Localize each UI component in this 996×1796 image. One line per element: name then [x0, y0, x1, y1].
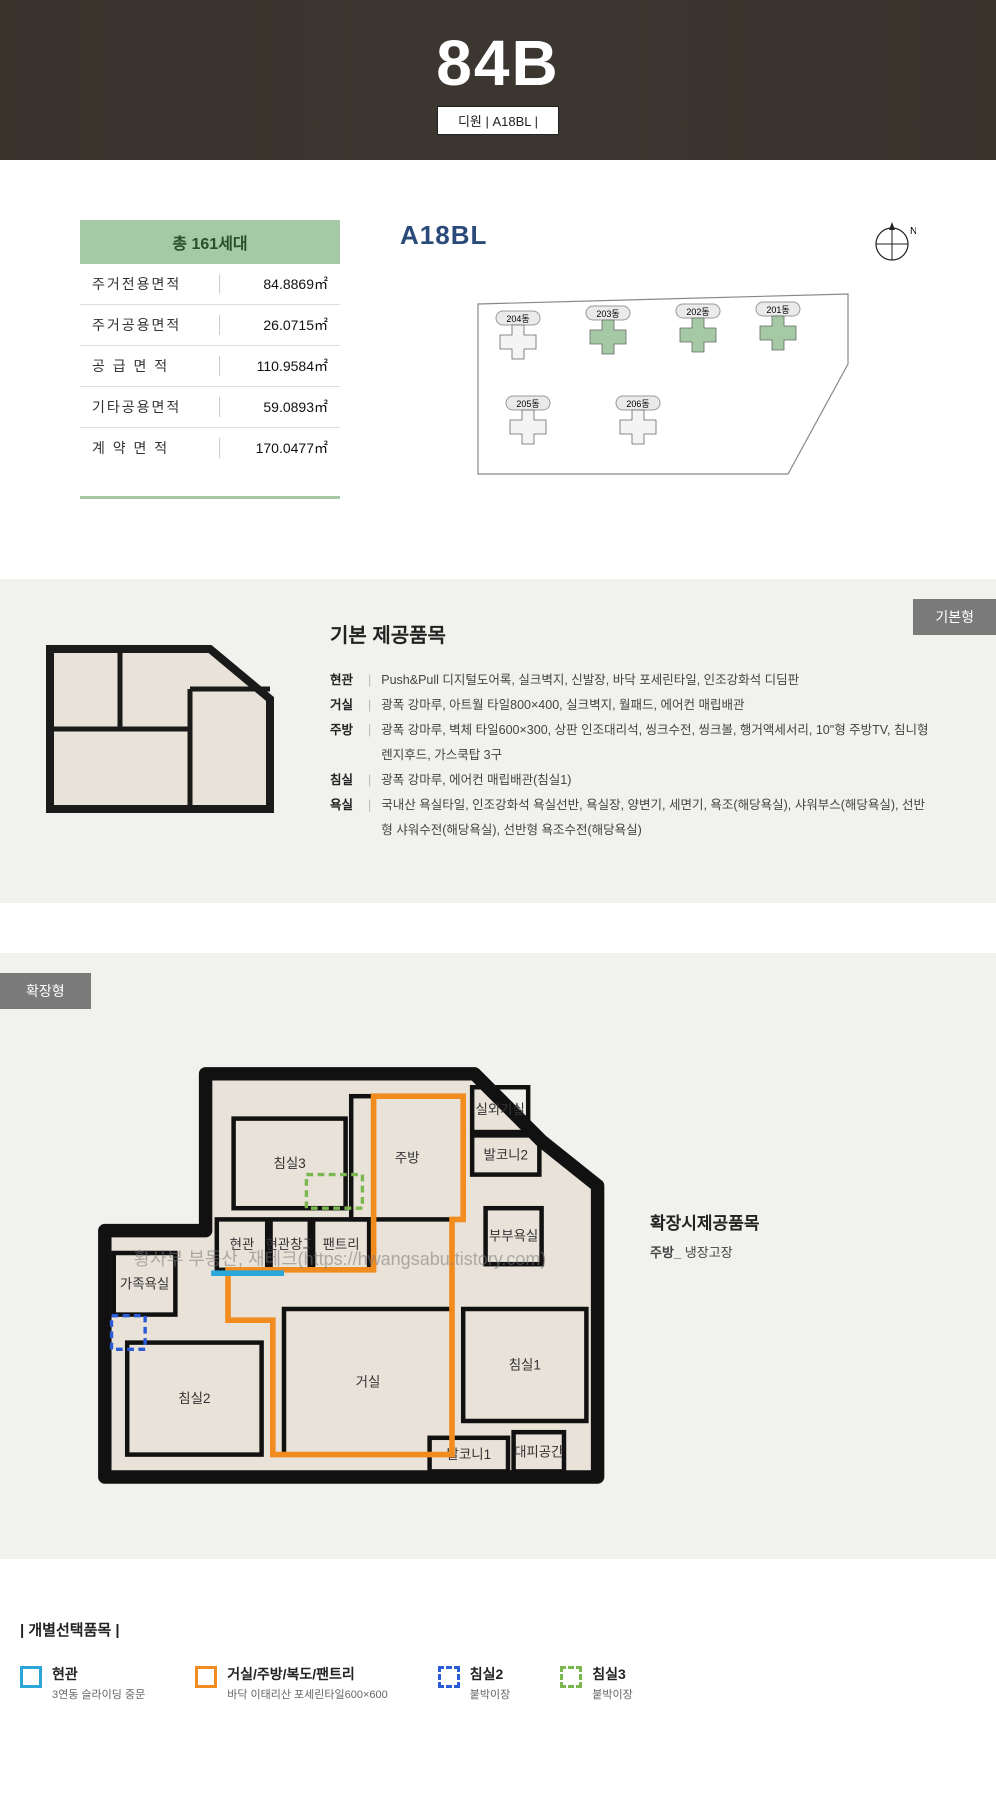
legend-item: 거실/주방/복도/팬트리바닥 이태리산 포세린타일600×600 [195, 1664, 388, 1702]
basic-spec-line: 거실|광폭 강마루, 아트월 타일800×400, 실크벽지, 월패드, 에어컨… [330, 693, 936, 718]
spec-section: 총 161세대 주거전용면적 84.8869㎡ 주거공용면적 26.0715㎡ 공 급 … [0, 160, 996, 539]
basic-heading: 기본 제공품목 [330, 619, 936, 648]
extended-section: 확장형 침실3 주방 실외기실발코니2 현관 현관창고 팬트리 부부욕실가족욕실침실2 거실 침… [0, 953, 996, 1559]
legend-item-title: 거실/주방/복도/팬트리 [227, 1664, 388, 1684]
siteplan-drawing: 204동 203동 202동 201동 205동 206동 [400, 274, 916, 494]
spec-table: 총 161세대 주거전용면적 84.8869㎡ 주거공용면적 26.0715㎡ 공 급 … [80, 220, 340, 499]
extended-tag: 확장형 [0, 973, 91, 1009]
basic-section: 기본형 기본 제공품목 현관|Push&Pull 디지털도어록, 실크벽지, 신… [0, 579, 996, 903]
svg-text:205동: 205동 [516, 399, 539, 409]
legend-item-sub: 붙박이장 [592, 1686, 632, 1702]
legend-swatch [20, 1666, 42, 1688]
basic-tag: 기본형 [913, 599, 996, 635]
spec-value: 110.9584㎡ [228, 356, 328, 376]
spec-key: 계 약 면 적 [92, 438, 211, 458]
basic-spec-line: 침실|광폭 강마루, 에어컨 매립배관(침실1) [330, 768, 936, 793]
legend-item-sub: 붙박이장 [470, 1686, 510, 1702]
legend-swatch [195, 1666, 217, 1688]
room-label: 거실 [356, 1374, 381, 1389]
extended-note-value: 냉장고장 [681, 1245, 732, 1260]
room-label: 부부욕실 [489, 1229, 538, 1244]
room-label: 현관 [230, 1237, 255, 1252]
room-label: 침실2 [178, 1391, 210, 1406]
svg-text:201동: 201동 [766, 305, 789, 315]
legend-item-sub: 3연동 슬라이딩 중문 [52, 1686, 145, 1702]
extended-note-key: 주방_ [650, 1245, 681, 1260]
extended-note: 확장시제공품목 주방_ 냉장고장 [650, 1209, 759, 1261]
legend-item: 침실3 붙박이장 [560, 1664, 632, 1702]
building-marker: 205동 [506, 396, 550, 444]
basic-spec-line: 주방|광폭 강마루, 벽체 타일600×300, 상판 인조대리석, 씽크수전,… [330, 718, 936, 768]
room-label: 현관창고 [265, 1237, 314, 1252]
room-label: 침실1 [509, 1357, 541, 1372]
svg-text:N: N [910, 226, 916, 237]
legend-item: 현관 3연동 슬라이딩 중문 [20, 1664, 145, 1702]
compass-icon: N [872, 220, 916, 264]
spec-table-header: 총 161세대 [80, 220, 340, 264]
building-marker: 204동 [496, 311, 540, 359]
building-marker: 206동 [616, 396, 660, 444]
room-label: 실외기실 [475, 1102, 524, 1117]
spec-value: 170.0477㎡ [228, 438, 328, 458]
spec-row: 주거공용면적 26.0715㎡ [80, 305, 340, 346]
spec-key: 기타공용면적 [92, 397, 211, 417]
svg-text:204동: 204동 [506, 314, 529, 324]
room-label: 주방 [395, 1150, 420, 1165]
legend-swatch [560, 1666, 582, 1688]
svg-text:206동: 206동 [626, 399, 649, 409]
extended-floorplan: 침실3주방실외기실발코니2현관현관창고팬트리부부욕실가족욕실침실2거실침실1발코… [60, 1029, 620, 1499]
legend-item-title: 침실2 [470, 1664, 510, 1684]
basic-spec-line: 현관|Push&Pull 디지털도어록, 실크벽지, 신발장, 바닥 포세린타일… [330, 668, 936, 693]
spec-key: 주거공용면적 [92, 315, 211, 335]
svg-text:202동: 202동 [686, 307, 709, 317]
hero-subtitle: 디원 | A18BL | [437, 106, 559, 135]
legend-item-sub: 바닥 이태리산 포세린타일600×600 [227, 1686, 388, 1702]
legend-item-title: 침실3 [592, 1664, 632, 1684]
spec-row: 주거전용면적 84.8869㎡ [80, 264, 340, 305]
basic-spec-line: 욕실|국내산 욕실타일, 인조강화석 욕실선반, 욕실장, 양변기, 세면기, … [330, 793, 936, 843]
legend-item-title: 현관 [52, 1664, 145, 1684]
siteplan: A18BL N 204동 203동 202동 201동 205동 206동 [400, 220, 916, 499]
room-label: 대피공간 [514, 1444, 563, 1459]
spec-row: 공 급 면 적 110.9584㎡ [80, 346, 340, 387]
extended-note-title: 확장시제공품목 [650, 1209, 759, 1234]
hero-title: 84B [436, 26, 559, 100]
room-label: 팬트리 [323, 1237, 360, 1252]
spec-value: 26.0715㎡ [228, 315, 328, 335]
spec-row: 계 약 면 적 170.0477㎡ [80, 428, 340, 468]
spec-value: 84.8869㎡ [228, 274, 328, 294]
spec-key: 주거전용면적 [92, 274, 211, 294]
room-label: 가족욕실 [120, 1276, 169, 1291]
legend-section: | 개별선택품목 | 현관 3연동 슬라이딩 중문 거실/주방/복도/팬트리바닥 이… [0, 1559, 996, 1742]
room-label: 발코니2 [483, 1147, 528, 1162]
building-marker: 203동 [586, 306, 630, 354]
building-marker: 202동 [676, 304, 720, 352]
spec-value: 59.0893㎡ [228, 397, 328, 417]
legend-swatch [438, 1666, 460, 1688]
hero-banner: 84B 디원 | A18BL | [0, 0, 996, 160]
building-marker: 201동 [756, 302, 800, 350]
legend-item: 침실2 붙박이장 [438, 1664, 510, 1702]
siteplan-title: A18BL [400, 220, 487, 251]
spec-row: 기타공용면적 59.0893㎡ [80, 387, 340, 428]
svg-text:203동: 203동 [596, 309, 619, 319]
basic-mini-floorplan [20, 619, 300, 839]
legend-title: | 개별선택품목 | [20, 1619, 976, 1640]
room-label: 침실3 [274, 1156, 306, 1171]
spec-key: 공 급 면 적 [92, 356, 211, 376]
